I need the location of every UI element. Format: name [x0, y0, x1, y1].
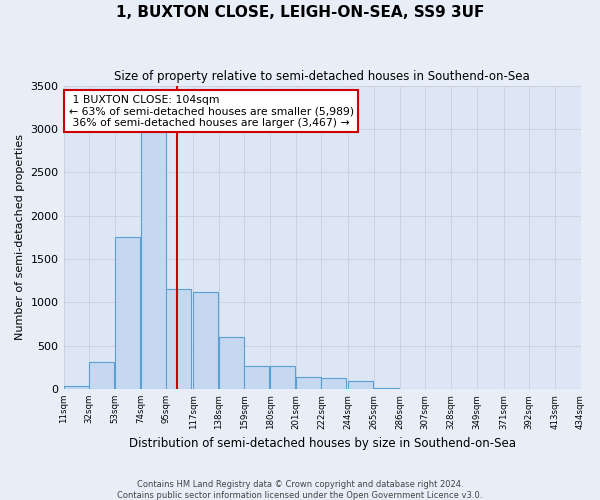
- Bar: [244, 366, 269, 389]
- Text: 1 BUXTON CLOSE: 104sqm
← 63% of semi-detached houses are smaller (5,989)
 36% of: 1 BUXTON CLOSE: 104sqm ← 63% of semi-det…: [69, 94, 354, 128]
- Text: Contains HM Land Registry data © Crown copyright and database right 2024.
Contai: Contains HM Land Registry data © Crown c…: [118, 480, 482, 500]
- Bar: [193, 292, 218, 389]
- Y-axis label: Number of semi-detached properties: Number of semi-detached properties: [15, 134, 25, 340]
- Bar: [140, 120, 166, 389]
- Bar: [270, 366, 295, 389]
- X-axis label: Distribution of semi-detached houses by size in Southend-on-Sea: Distribution of semi-detached houses by …: [128, 437, 515, 450]
- Bar: [322, 378, 346, 389]
- Bar: [348, 381, 373, 389]
- Bar: [166, 290, 191, 389]
- Bar: [64, 386, 89, 389]
- Bar: [115, 237, 140, 389]
- Title: Size of property relative to semi-detached houses in Southend-on-Sea: Size of property relative to semi-detach…: [114, 70, 530, 83]
- Bar: [296, 377, 321, 389]
- Bar: [374, 388, 399, 389]
- Bar: [89, 362, 114, 389]
- Bar: [219, 337, 244, 389]
- Text: 1, BUXTON CLOSE, LEIGH-ON-SEA, SS9 3UF: 1, BUXTON CLOSE, LEIGH-ON-SEA, SS9 3UF: [116, 5, 484, 20]
